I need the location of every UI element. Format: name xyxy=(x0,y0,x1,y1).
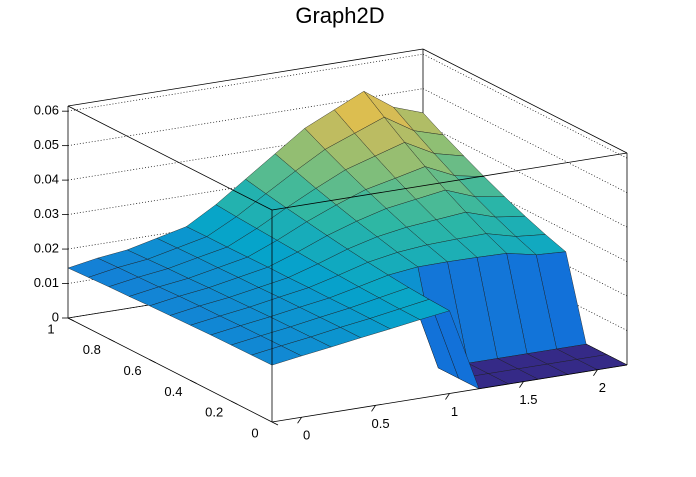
chart-title: Graph2D xyxy=(295,3,384,28)
x-tick xyxy=(519,381,524,388)
box-edge xyxy=(271,152,628,211)
box-edge xyxy=(67,48,424,107)
y-tick xyxy=(108,338,115,343)
z-tick-label: 0.02 xyxy=(34,240,59,255)
x-tick-label: 2 xyxy=(599,380,606,395)
grid-line xyxy=(422,88,628,193)
box-edge xyxy=(67,317,273,423)
y-tick xyxy=(271,421,279,426)
z-tick-label: 0.04 xyxy=(34,172,59,187)
y-tick xyxy=(67,317,75,322)
grid-line xyxy=(422,157,628,262)
x-tick-label: 1 xyxy=(451,404,458,419)
y-tick-label: 0.2 xyxy=(205,405,223,420)
z-tick-label: 0.01 xyxy=(34,275,59,290)
x-tick xyxy=(593,369,598,376)
z-tick-label: 0 xyxy=(52,309,59,324)
y-tick-label: 0.6 xyxy=(124,363,142,378)
x-tick-label: 1.5 xyxy=(519,392,537,407)
y-tick-label: 0.8 xyxy=(83,342,101,357)
x-tick xyxy=(371,405,376,412)
surface-cell xyxy=(251,345,303,366)
z-tick-label: 0.05 xyxy=(34,137,59,152)
x-tick-label: 0.5 xyxy=(372,416,390,431)
y-tick-label: 0.4 xyxy=(164,384,182,399)
box-edge xyxy=(422,48,628,154)
grid-line xyxy=(422,122,628,228)
x-tick xyxy=(445,393,450,400)
y-tick xyxy=(190,380,197,384)
grid-line xyxy=(422,53,628,159)
y-tick-label: 0 xyxy=(251,425,258,440)
x-tick-label: 0 xyxy=(303,428,310,443)
y-tick-label: 1 xyxy=(47,321,54,336)
z-tick-label: 0.06 xyxy=(34,103,59,118)
box-edge xyxy=(67,105,273,211)
y-tick xyxy=(149,359,156,363)
y-tick xyxy=(231,400,238,405)
x-tick xyxy=(297,417,302,424)
z-tick-label: 0.03 xyxy=(34,206,59,221)
